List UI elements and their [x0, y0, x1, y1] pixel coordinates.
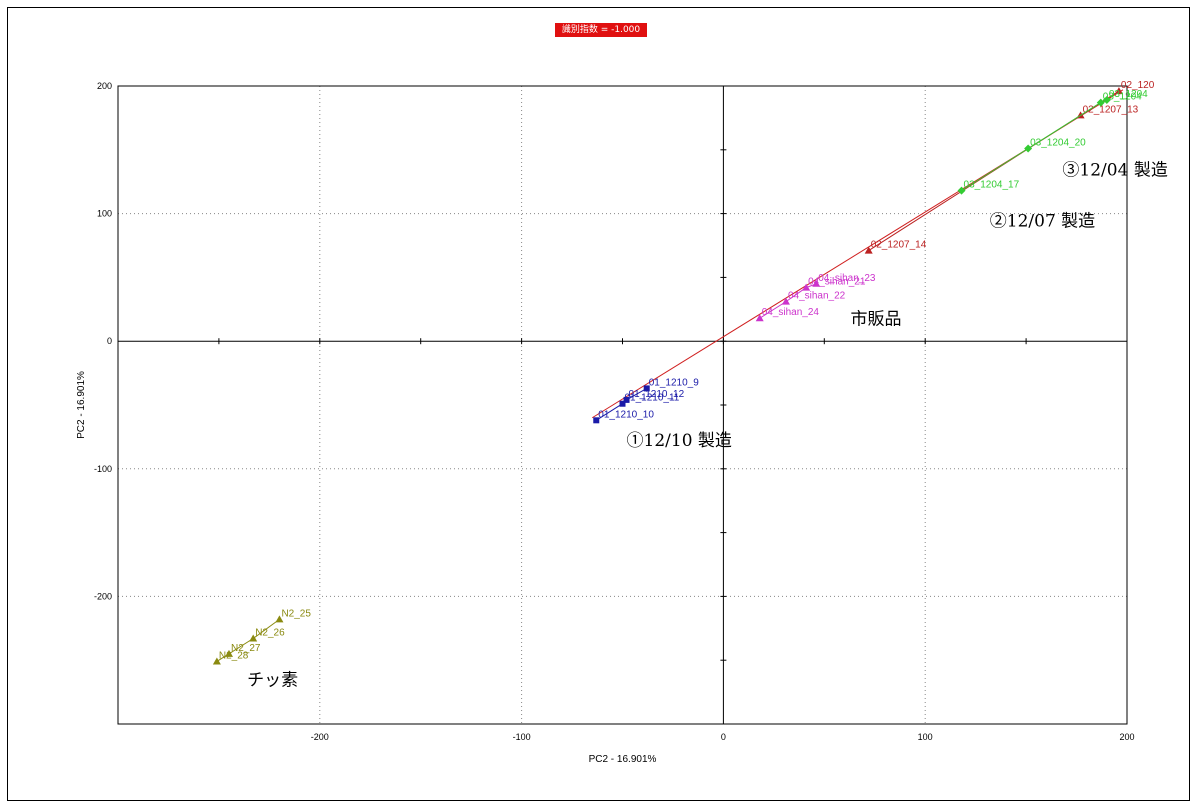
data-point — [957, 186, 966, 195]
point-label: 01_1210_12 — [629, 389, 685, 400]
point-label: 03_1204 — [1103, 92, 1142, 103]
point-label: 01_1210_11 — [625, 393, 680, 404]
data-point — [593, 417, 600, 424]
discrimination-index-badge: 識別指数 = -1.000 — [555, 23, 647, 37]
axes: -200 -100 0 100 200 -200 -100 0 100 200 — [94, 81, 1135, 742]
data-point — [864, 246, 873, 254]
point-label: 01_1210_9 — [649, 377, 699, 388]
data-point — [1102, 96, 1111, 105]
data-points: 01_1210_901_1210_1201_1210_1101_1210_100… — [212, 80, 1155, 665]
point-label: 03_1204 — [1109, 89, 1148, 100]
point-label: 03_1204_20 — [1030, 138, 1086, 149]
data-point — [623, 396, 630, 403]
y-axis-label: PC2 - 16.901% — [76, 371, 87, 439]
x-tick-label: 100 — [918, 732, 933, 742]
data-point — [212, 657, 221, 665]
x-tick-label: -200 — [311, 732, 329, 742]
data-point — [249, 634, 258, 642]
y-tick-label: 0 — [107, 336, 112, 346]
y-tick-label: 200 — [97, 81, 112, 91]
point-label: 04_sihan_22 — [788, 291, 846, 302]
data-point — [1096, 98, 1105, 107]
grid-lines — [118, 86, 1127, 724]
y-tick-label: -200 — [94, 591, 112, 601]
y-tick-label: -100 — [94, 464, 112, 474]
point-label: N2_28 — [219, 650, 249, 661]
point-label: 02_1207_14 — [871, 240, 927, 251]
data-point — [224, 649, 233, 657]
data-point — [619, 400, 626, 407]
point-label: N2_26 — [255, 628, 285, 639]
data-point — [275, 615, 284, 623]
data-point — [755, 314, 764, 322]
point-label: 03_1204_17 — [964, 180, 1020, 191]
point-label: 02_1207_13 — [1083, 104, 1139, 115]
data-point — [643, 385, 650, 392]
data-point — [1024, 144, 1033, 153]
x-tick-label: -100 — [513, 732, 531, 742]
data-point — [781, 297, 790, 305]
point-label: 04_sihan_21 — [808, 277, 866, 288]
plot-area-border — [117, 85, 1128, 725]
series-line — [216, 618, 280, 662]
data-point — [812, 279, 821, 287]
point-label: 01_1210_10 — [598, 409, 654, 420]
annotation-label: チッ素 — [247, 671, 298, 691]
point-label: 04_sihan_23 — [818, 273, 876, 284]
data-point — [1114, 87, 1123, 95]
y-tick-label: 100 — [97, 209, 112, 219]
point-label: N2_25 — [281, 608, 311, 619]
series-line — [961, 99, 1108, 192]
x-tick-label: 200 — [1119, 732, 1134, 742]
point-label: N2_27 — [231, 643, 261, 654]
data-point — [802, 283, 811, 291]
annotation-label: ③12/04 製造 — [1062, 160, 1167, 180]
point-label: 02_120 — [1121, 80, 1155, 91]
annotation-label: ①12/10 製造 — [627, 431, 732, 451]
x-axis-label: PC2 - 16.901% — [589, 754, 657, 765]
series-line — [759, 283, 817, 319]
point-label: 04_sihan_24 — [762, 307, 820, 318]
annotation-label: ②12/07 製造 — [990, 211, 1095, 231]
annotation-label: 市販品 — [851, 310, 902, 330]
plot-window — [7, 7, 1190, 801]
x-tick-label: 0 — [721, 732, 726, 742]
